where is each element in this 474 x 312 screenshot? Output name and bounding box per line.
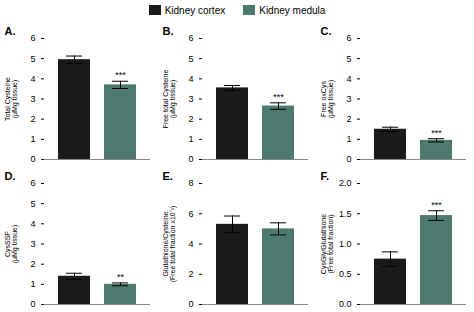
html-text:Kidney medula: Kidney medula [259, 4, 326, 16]
svg-text:0: 0 [346, 154, 351, 164]
svg-text:2: 2 [188, 269, 193, 279]
svg-text:3: 3 [346, 94, 351, 104]
svg-text:0.5: 0.5 [339, 269, 352, 279]
svg-text:Glutathione/Cysteine(Free tota: Glutathione/Cysteine(Free total fraction… [162, 206, 177, 283]
svg-text:2: 2 [30, 114, 35, 124]
svg-text:1: 1 [188, 134, 193, 144]
svg-text:1.0: 1.0 [339, 239, 352, 249]
svg-text:C.: C. [321, 25, 332, 37]
svg-text:2: 2 [346, 114, 351, 124]
svg-text:0: 0 [188, 154, 193, 164]
svg-text:4: 4 [188, 239, 193, 249]
svg-text:Total Cysteine(μMg tissue): Total Cysteine(μMg tissue) [4, 77, 19, 121]
svg-text:***: *** [431, 200, 442, 210]
svg-text:1: 1 [346, 134, 351, 144]
svg-text:8: 8 [188, 178, 193, 188]
svg-text:5: 5 [188, 54, 193, 64]
svg-text:4: 4 [188, 74, 193, 84]
svg-text:3: 3 [30, 94, 35, 104]
svg-text:0.0: 0.0 [339, 299, 352, 309]
svg-text:B.: B. [163, 25, 174, 37]
svg-text:6: 6 [188, 209, 193, 219]
svg-text:0: 0 [30, 299, 35, 309]
svg-text:Free oxCys(μMg tissue): Free oxCys(μMg tissue) [320, 80, 335, 119]
svg-text:6: 6 [30, 33, 35, 43]
svg-text:***: *** [431, 128, 442, 138]
svg-text:1: 1 [30, 279, 35, 289]
html-text:Kidney cortex: Kidney cortex [164, 4, 226, 16]
svg-text:5: 5 [346, 54, 351, 64]
svg-text:CysGly/Glutathione(Free total: CysGly/Glutathione(Free total fraction) [320, 214, 335, 274]
svg-text:6: 6 [30, 178, 35, 188]
svg-text:F.: F. [321, 170, 330, 182]
svg-text:6: 6 [346, 33, 351, 43]
svg-text:***: *** [273, 92, 284, 102]
svg-text:2: 2 [188, 114, 193, 124]
svg-text:Free total Cysteine(μMg tissue: Free total Cysteine(μMg tissue) [162, 70, 177, 129]
svg-text:3: 3 [188, 94, 193, 104]
svg-text:**: ** [117, 272, 125, 282]
svg-text:4: 4 [30, 219, 35, 229]
svg-text:D.: D. [5, 170, 16, 182]
svg-text:A.: A. [5, 25, 16, 37]
svg-text:E.: E. [163, 170, 173, 182]
svg-text:5: 5 [30, 54, 35, 64]
svg-text:6: 6 [188, 33, 193, 43]
svg-text:4: 4 [346, 74, 351, 84]
svg-text:3: 3 [30, 239, 35, 249]
svg-text:CysSSP(μMg tissue): CysSSP(μMg tissue) [4, 225, 19, 264]
svg-text:1.5: 1.5 [339, 209, 352, 219]
svg-text:0: 0 [188, 299, 193, 309]
svg-text:***: *** [115, 70, 126, 80]
svg-text:4: 4 [30, 74, 35, 84]
svg-text:2.0: 2.0 [339, 178, 352, 188]
svg-text:1: 1 [30, 134, 35, 144]
svg-text:5: 5 [30, 199, 35, 209]
svg-text:2: 2 [30, 259, 35, 269]
svg-text:0: 0 [30, 154, 35, 164]
